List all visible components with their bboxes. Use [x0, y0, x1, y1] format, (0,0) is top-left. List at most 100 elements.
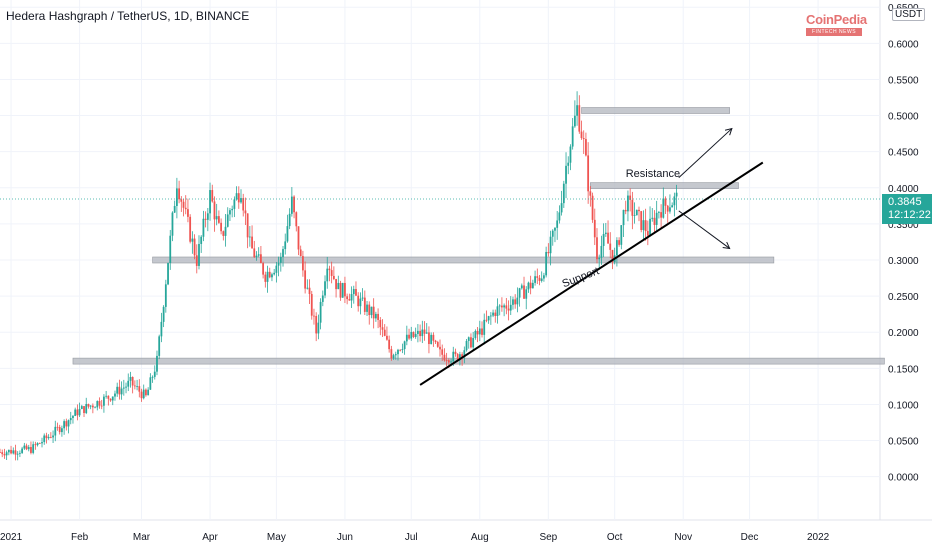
candle-body: [454, 351, 457, 355]
candle-body: [1, 452, 4, 455]
candle-body: [14, 450, 17, 455]
candle-body: [492, 312, 494, 316]
y-tick-label: 0.0500: [888, 437, 919, 448]
price-axis[interactable]: 0.0000 0.0500 0.1000 0.1500 0.2000 0.2500 0.30…: [888, 3, 919, 483]
candle-body: [620, 225, 623, 245]
candle-body: [514, 299, 517, 305]
candle-body: [85, 404, 88, 414]
candle-body: [505, 305, 508, 309]
candle-body: [432, 334, 435, 341]
y-tick-label: 0.0000: [888, 473, 919, 484]
candle-body: [246, 213, 249, 238]
candle-body: [215, 216, 218, 220]
candle-body: [372, 306, 375, 319]
candle-body: [244, 210, 247, 214]
candle-body: [248, 236, 251, 238]
candle-body: [487, 316, 490, 321]
candle-body: [633, 215, 636, 217]
currency-label[interactable]: USDT: [892, 8, 926, 21]
candle-body: [512, 299, 514, 305]
candle-body: [463, 350, 466, 358]
candle-body: [596, 237, 598, 260]
x-tick-label: Aug: [471, 532, 489, 543]
candle-body: [151, 376, 154, 378]
candle-body: [483, 319, 486, 335]
candle-body: [582, 138, 585, 140]
candle-body: [21, 448, 24, 453]
candle-body: [421, 329, 424, 337]
candle-body: [275, 265, 278, 273]
candle-body: [366, 304, 368, 312]
candle-body: [91, 405, 94, 408]
candle-body: [671, 205, 674, 208]
arrow-down[interactable]: [678, 210, 731, 250]
candle-body: [618, 240, 620, 245]
candle-body: [529, 282, 532, 289]
candle-body: [657, 212, 660, 213]
candle-body: [233, 199, 236, 209]
candle-body: [390, 349, 393, 359]
candle-body: [36, 443, 39, 446]
bar-countdown: 12:12:22: [888, 209, 931, 221]
candle-body: [638, 209, 640, 212]
candle-body: [127, 380, 130, 387]
candle-body: [470, 337, 472, 348]
candle-body: [158, 336, 161, 356]
candle-body: [217, 216, 220, 223]
candle-body: [664, 198, 667, 206]
candle-body: [445, 360, 448, 362]
candle-body: [326, 268, 329, 282]
candle-body: [383, 329, 386, 336]
candle-body: [478, 328, 481, 335]
candle-body: [193, 238, 196, 256]
x-tick-label: Dec: [741, 532, 759, 543]
resistance-label: Resistance: [626, 168, 680, 180]
candle-body: [253, 248, 256, 258]
price-zone: [72, 357, 885, 365]
last-price-value: 0.3845: [888, 196, 922, 208]
candle-body: [386, 335, 388, 340]
candle-body: [80, 406, 83, 409]
candle-body: [184, 207, 187, 210]
candle-body: [30, 447, 32, 453]
x-tick-label: Jun: [337, 532, 353, 543]
candle-body: [615, 240, 618, 256]
candle-body: [153, 371, 156, 377]
candle-body: [313, 315, 315, 317]
x-tick-label: Nov: [674, 532, 692, 543]
candle-body: [138, 386, 141, 392]
candle-body: [423, 329, 426, 334]
candle-body: [213, 201, 216, 220]
candle-body: [538, 277, 541, 281]
chart-title: Hedera Hashgraph / TetherUS, 1D, BINANCE: [6, 9, 250, 23]
candle-body: [187, 209, 189, 217]
candle-body: [147, 389, 150, 396]
candle-body: [414, 333, 417, 337]
arrow-up[interactable]: [678, 127, 733, 179]
candle-body: [220, 222, 223, 232]
candle-body: [498, 305, 501, 307]
candle-body: [295, 212, 298, 227]
time-axis[interactable]: 2021 Feb Mar Apr May Jun Jul Aug Sep Oct Nov Dec 202…: [0, 532, 830, 543]
support-trendline[interactable]: [419, 161, 764, 386]
candle-body: [644, 220, 647, 232]
candle-body: [10, 449, 12, 454]
candle-body: [34, 444, 37, 446]
candle-body: [279, 257, 282, 263]
candle-body: [388, 339, 391, 350]
candle-body: [501, 305, 503, 308]
candle-body: [18, 452, 21, 454]
candle-body: [45, 435, 48, 439]
candle-body: [284, 241, 287, 250]
candle-body: [666, 205, 669, 212]
candle-body: [569, 146, 572, 163]
candle-body: [554, 227, 556, 231]
candle-body: [649, 218, 651, 236]
candle-body: [321, 295, 324, 302]
candle-body: [7, 449, 10, 453]
candle-body: [109, 398, 112, 401]
candle-body: [428, 332, 430, 345]
candle-body: [673, 196, 676, 206]
candle-body: [425, 332, 428, 334]
